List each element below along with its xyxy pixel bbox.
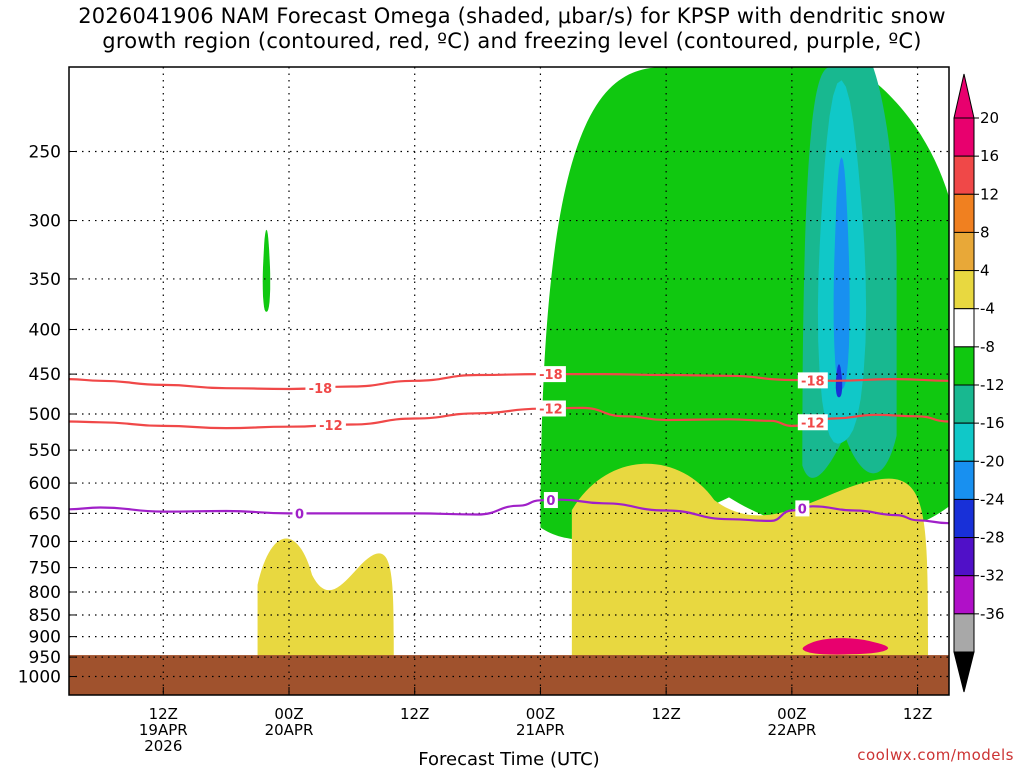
colorbar-label-0: 20	[980, 109, 999, 127]
colorbar-label-8: -16	[980, 414, 1005, 432]
omega-region-1	[540, 67, 949, 540]
x-tick-label-42-2: 21APR	[516, 721, 565, 739]
colorbar-label-5: -4	[980, 300, 995, 318]
contour-label-bg-2-1	[543, 492, 558, 509]
colorbar-label-3: 8	[980, 223, 990, 241]
pressure-axis: 2503003504004505005506006507007508008509…	[18, 143, 77, 688]
y-tick-label-350: 350	[29, 270, 61, 290]
y-tick-label-700: 700	[29, 532, 61, 552]
contour-label-1-0: -12	[319, 419, 343, 434]
x-tick-label-42-1: 00Z	[526, 705, 555, 723]
y-tick-label-800: 800	[29, 583, 61, 603]
colorbar-swatch-8	[953, 422, 975, 462]
chart-title-line-1: 2026041906 NAM Forecast Omega (shaded, μ…	[78, 4, 946, 28]
x-tick-label-78-1: 12Z	[903, 705, 932, 723]
grid-lines	[69, 67, 949, 695]
contour-label-0-1: -18	[539, 368, 563, 383]
omega-region-0	[262, 229, 271, 312]
colorbar-swatch-4	[953, 270, 975, 310]
chart-title-line-2: growth region (contoured, red, ºC) and f…	[102, 29, 922, 53]
contour-label-0-0: -18	[309, 382, 333, 397]
contour-label-bg-2-0	[292, 505, 307, 522]
contour-label-2-0: 0	[295, 507, 304, 522]
plot-frame	[68, 66, 950, 696]
y-tick-label-900: 900	[29, 628, 61, 648]
colorbar-swatch-6	[953, 346, 975, 386]
x-tick-label-6-1: 12Z	[149, 705, 178, 723]
colorbar-swatch-7	[953, 384, 975, 424]
y-tick-label-450: 450	[29, 365, 61, 385]
colorbar-swatch-12	[953, 575, 975, 615]
y-tick-label-750: 750	[29, 559, 61, 579]
contour-label-bg-1-2	[797, 414, 828, 431]
y-tick-label-600: 600	[29, 474, 61, 494]
y-tick-label-250: 250	[29, 143, 61, 163]
x-tick-label-18-2: 20APR	[265, 721, 314, 739]
colorbar-label-11: -28	[980, 529, 1005, 547]
x-tick-label-30-1: 12Z	[400, 705, 429, 723]
contour-label-bg-2-2	[795, 500, 810, 517]
y-tick-label-550: 550	[29, 441, 61, 461]
ground-fill	[69, 655, 949, 695]
colorbar-label-1: 16	[980, 147, 999, 165]
colorbar-swatch-11	[953, 537, 975, 577]
chart-title: 2026041906 NAM Forecast Omega (shaded, μ…	[0, 4, 1024, 54]
x-tick-label-6-2: 19APR	[139, 721, 188, 739]
x-tick-label-66-2: 22APR	[767, 721, 816, 739]
colorbar-label-4: 4	[980, 262, 990, 280]
colorbar-swatch-3	[953, 231, 975, 272]
colorbar-swatch-13	[953, 613, 975, 653]
contour-line-1	[69, 406, 949, 430]
omega-region-8	[802, 638, 889, 655]
colorbar-swatch-0	[953, 117, 975, 157]
colorbar-bottom-arrow	[953, 651, 975, 693]
contour-label-bg-0-0	[305, 379, 336, 396]
y-tick-label-950: 950	[29, 648, 61, 668]
x-tick-label-54-1: 12Z	[651, 705, 680, 723]
colorbar: 20 16 12 8 4 -4 -8 -12 -16 -20 -24 -28 -32 -36	[953, 73, 1005, 693]
contour-label-bg-1-0	[315, 417, 346, 434]
y-tick-label-400: 400	[29, 321, 61, 341]
contour-line-2	[69, 498, 949, 525]
y-tick-label-300: 300	[29, 212, 61, 232]
x-axis-title: Forecast Time (UTC)	[418, 749, 599, 768]
y-tick-label-1000: 1000	[18, 668, 61, 688]
x-tick-label-18-1: 00Z	[274, 705, 303, 723]
contour-label-bg-0-1	[535, 366, 566, 383]
omega-region-4	[833, 157, 850, 390]
colorbar-swatch-10	[953, 498, 975, 539]
colorbar-label-6: -8	[980, 338, 995, 356]
omega-region-6	[257, 538, 394, 658]
y-tick-label-650: 650	[29, 504, 61, 524]
x-tick-label-66-1: 00Z	[777, 705, 806, 723]
contour-label-1-1: -12	[539, 402, 563, 417]
colorbar-top-arrow	[953, 73, 975, 119]
colorbar-swatch-5	[953, 308, 975, 348]
y-tick-label-850: 850	[29, 606, 61, 626]
colorbar-label-10: -24	[980, 490, 1005, 508]
contour-label-2-2: 0	[798, 502, 807, 517]
colorbar-swatch-2	[953, 193, 975, 233]
colorbar-label-9: -20	[980, 452, 1005, 470]
omega-region-7	[571, 463, 929, 658]
colorbar-swatch-9	[953, 460, 975, 500]
colorbar-label-7: -12	[980, 376, 1005, 394]
contour-label-1-2: -12	[801, 416, 825, 431]
colorbar-label-12: -32	[980, 567, 1005, 585]
site-credit[interactable]: coolwx.com/models	[857, 746, 1014, 764]
colorbar-label-13: -36	[980, 605, 1005, 623]
contour-label-bg-1-1	[535, 400, 566, 417]
temperature-contours: -18 -18 -18 -12 -12 -12 0 0 0	[69, 366, 949, 525]
contour-label-0-2: -18	[801, 374, 825, 389]
colorbar-swatch-1	[953, 155, 975, 195]
y-tick-label-500: 500	[29, 405, 61, 425]
colorbar-label-2: 12	[980, 185, 999, 203]
contour-label-2-1: 0	[546, 494, 555, 509]
x-tick-label-6-3: 2026	[144, 737, 182, 755]
contour-label-bg-0-2	[797, 372, 828, 389]
